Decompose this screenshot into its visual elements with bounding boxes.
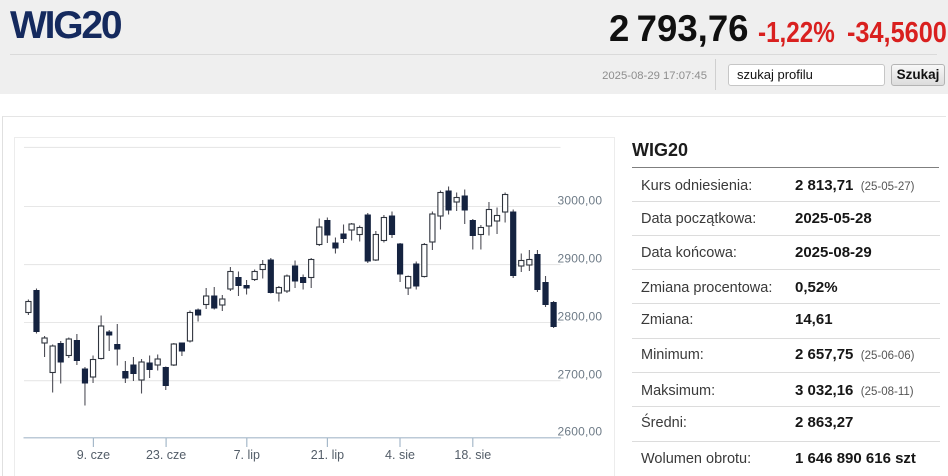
svg-text:7. lip: 7. lip [234, 448, 260, 462]
svg-text:9. cze: 9. cze [77, 448, 110, 462]
svg-text:21. lip: 21. lip [311, 448, 344, 462]
svg-text:23. cze: 23. cze [146, 448, 186, 462]
svg-text:2700,00: 2700,00 [558, 368, 603, 382]
svg-text:2900,00: 2900,00 [558, 251, 603, 265]
svg-text:4. sie: 4. sie [385, 448, 415, 462]
svg-text:2800,00: 2800,00 [558, 309, 603, 323]
svg-text:3000,00: 3000,00 [558, 193, 603, 207]
svg-text:2600,00: 2600,00 [558, 425, 603, 439]
svg-text:18. sie: 18. sie [454, 448, 491, 462]
